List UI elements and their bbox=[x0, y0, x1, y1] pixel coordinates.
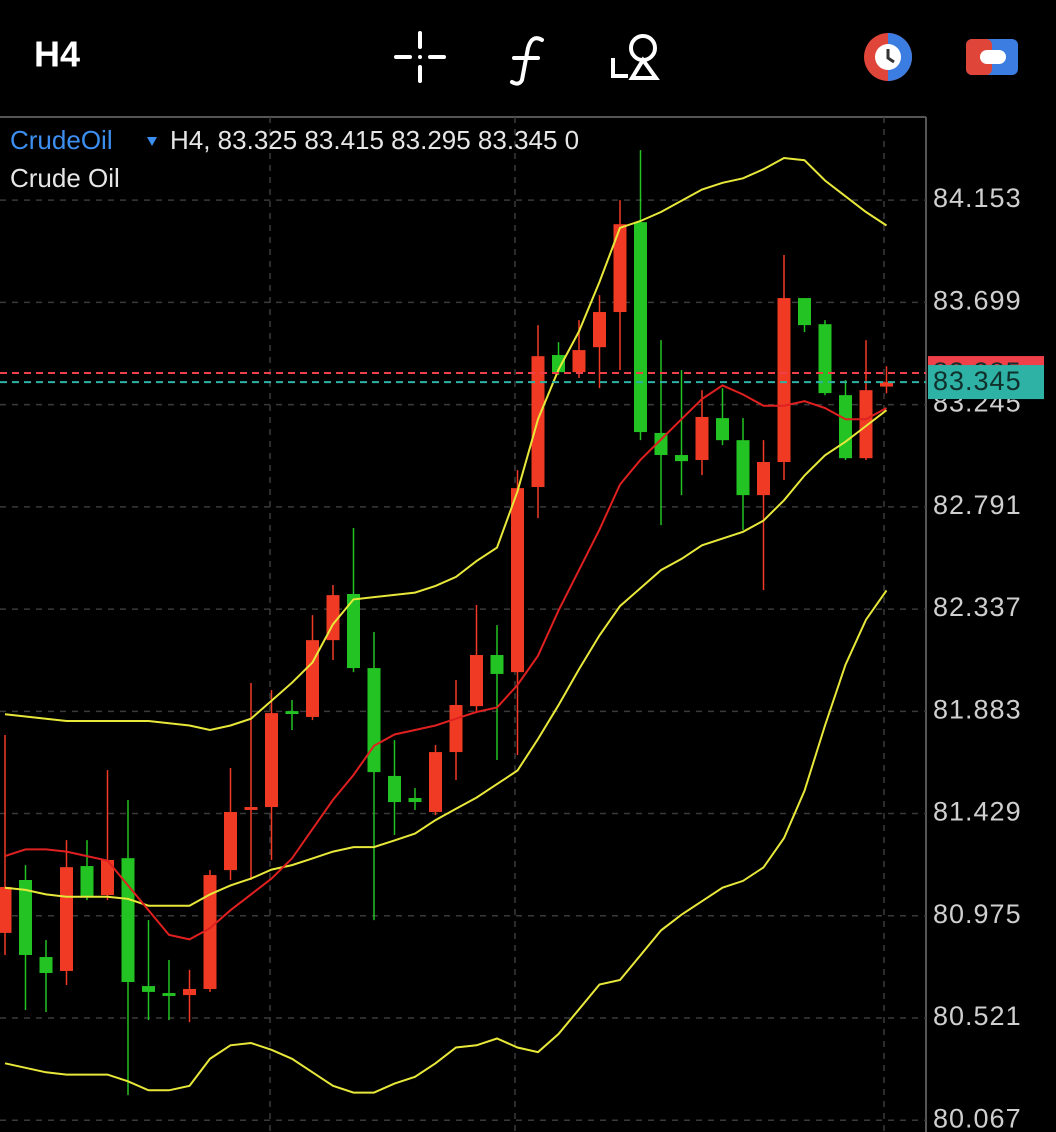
candle-body bbox=[0, 886, 12, 933]
candle-body bbox=[101, 859, 114, 896]
symbol[interactable]: CrudeOil bbox=[10, 125, 113, 155]
candle-body bbox=[716, 418, 729, 441]
trade-icon[interactable] bbox=[966, 39, 1018, 75]
candle-body bbox=[449, 705, 463, 753]
candle-body bbox=[757, 462, 770, 496]
candle-body bbox=[224, 811, 237, 871]
indicator-line bbox=[4, 589, 888, 1094]
candle-body bbox=[244, 807, 258, 810]
candle-body bbox=[818, 324, 832, 394]
candle-body bbox=[121, 858, 135, 983]
candle-body bbox=[285, 711, 299, 715]
candle-body bbox=[265, 713, 278, 808]
candle-body bbox=[367, 668, 381, 773]
candle-body bbox=[39, 957, 53, 974]
symbol-dropdown[interactable] bbox=[147, 137, 157, 146]
candle-body bbox=[634, 222, 647, 433]
candle-body bbox=[736, 440, 750, 496]
candle-body bbox=[880, 382, 893, 387]
candle-body bbox=[511, 488, 524, 673]
crosshair-icon[interactable] bbox=[394, 31, 446, 83]
history-icon[interactable] bbox=[864, 33, 912, 81]
candle-body bbox=[675, 455, 688, 462]
price-axis-label: 84.153 bbox=[933, 183, 1022, 213]
candle-body bbox=[19, 879, 32, 955]
price-axis-label: 81.429 bbox=[933, 797, 1022, 827]
indicators-icon[interactable] bbox=[510, 36, 544, 86]
candle-body bbox=[80, 866, 94, 896]
symbol-description: Crude Oil bbox=[10, 163, 120, 193]
candle-body bbox=[60, 867, 73, 971]
candle-body bbox=[162, 993, 176, 996]
candle-body bbox=[839, 395, 852, 459]
candle-body bbox=[408, 798, 422, 803]
candle-body bbox=[183, 988, 196, 996]
price-axis-label: 80.067 bbox=[933, 1103, 1022, 1132]
candle-body bbox=[613, 224, 627, 313]
price-axis-label: 81.883 bbox=[933, 694, 1022, 724]
candle-body bbox=[777, 298, 791, 463]
candle-body bbox=[306, 640, 319, 717]
candle-body bbox=[695, 416, 709, 460]
price-axis-label: 82.791 bbox=[933, 490, 1022, 520]
price-axis-label: 80.521 bbox=[933, 1001, 1022, 1031]
price-tag-label: 83.345 bbox=[933, 366, 1022, 396]
candle-body bbox=[429, 752, 442, 812]
price-axis-label: 80.975 bbox=[933, 899, 1022, 929]
timeframe-button[interactable]: H4 bbox=[34, 34, 80, 75]
candle-body bbox=[142, 986, 155, 992]
price-axis-label: 82.337 bbox=[933, 592, 1022, 622]
plot bbox=[0, 150, 926, 1122]
candle-body bbox=[347, 593, 360, 669]
indicator-line bbox=[4, 409, 888, 907]
candle-body bbox=[552, 355, 565, 373]
candle-body bbox=[203, 875, 217, 989]
price-tag bbox=[928, 365, 1044, 400]
candle-body bbox=[859, 390, 873, 459]
objects-icon[interactable] bbox=[611, 34, 660, 80]
price-axis-label: 83.699 bbox=[933, 285, 1022, 315]
indicator-line bbox=[4, 156, 888, 732]
candle-body bbox=[593, 312, 606, 348]
candle-body bbox=[388, 775, 401, 803]
candle-body bbox=[798, 298, 811, 326]
candle-body bbox=[654, 432, 668, 456]
candle-body bbox=[490, 655, 504, 674]
indicator-line bbox=[4, 384, 887, 941]
ohlc-info: H4, 83.325 83.415 83.295 83.345 0 bbox=[170, 125, 579, 155]
candle-body bbox=[572, 350, 586, 373]
candle-body bbox=[470, 655, 483, 707]
